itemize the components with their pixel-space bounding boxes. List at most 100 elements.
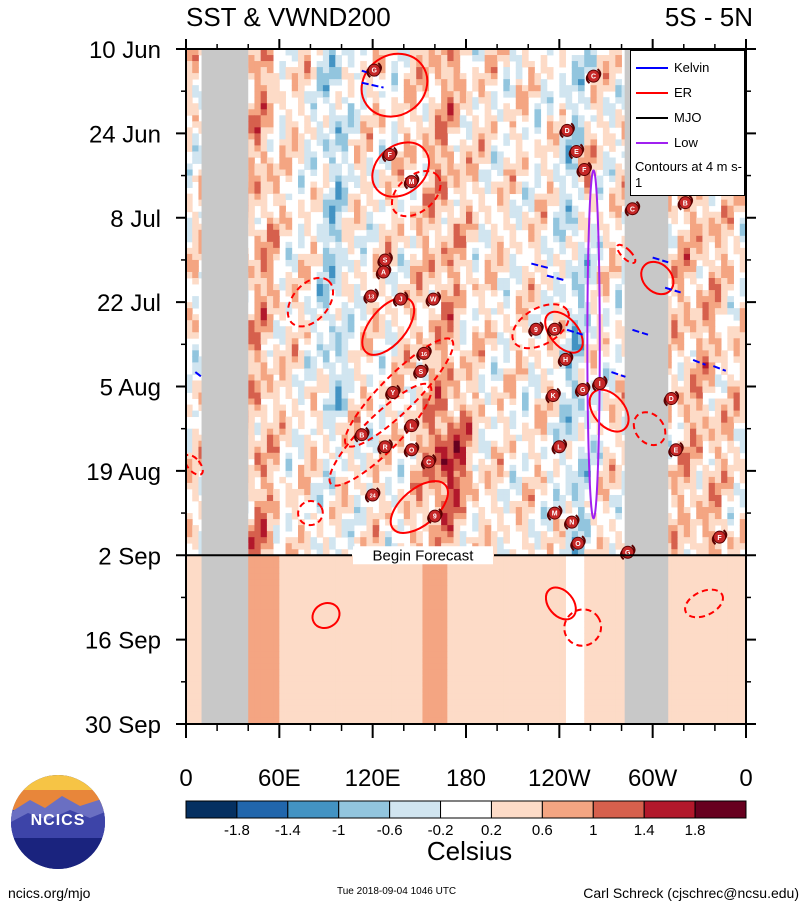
- heat-cell: [534, 109, 542, 116]
- heat-cell: [721, 259, 728, 267]
- heat-cell: [260, 133, 268, 140]
- heat-cell: [690, 368, 697, 375]
- heat-cell: [721, 458, 728, 466]
- heat-cell: [540, 67, 548, 74]
- heat-cell: [534, 362, 542, 369]
- heat-cell: [472, 392, 479, 399]
- heat-cell: [248, 446, 255, 454]
- heat-cell: [459, 235, 467, 243]
- heat-cell: [403, 338, 411, 345]
- heat-cell: [515, 73, 523, 80]
- heat-cell: [522, 422, 529, 430]
- heat-cell: [285, 217, 293, 225]
- heat-cell: [279, 61, 286, 68]
- heat-cell: [347, 247, 355, 255]
- heat-cell: [503, 103, 510, 110]
- heat-cell: [422, 127, 430, 134]
- heat-cell: [615, 211, 622, 219]
- heat-cell: [578, 404, 585, 412]
- heat-cell: [403, 501, 411, 508]
- heat-cell: [497, 338, 504, 345]
- heat-cell: [360, 235, 367, 243]
- heat-cell: [690, 205, 697, 213]
- heat-cell: [534, 139, 542, 146]
- heat-cell: [285, 434, 293, 442]
- heat-cell: [304, 284, 311, 291]
- heat-cell: [484, 217, 492, 225]
- heat-cell: [434, 464, 442, 472]
- heat-cell: [416, 398, 423, 405]
- heat-cell: [385, 320, 392, 327]
- heat-cell: [596, 61, 604, 68]
- heat-cell: [503, 416, 510, 424]
- heat-cell: [546, 127, 554, 134]
- heat-cell: [515, 513, 523, 520]
- heat-cell: [341, 374, 349, 381]
- heat-cell: [478, 464, 486, 472]
- heat-cell: [509, 235, 517, 243]
- heat-cell: [733, 247, 741, 255]
- heat-cell: [528, 193, 535, 201]
- heat-cell: [366, 211, 374, 219]
- heat-cell: [503, 199, 510, 207]
- heat-cell: [192, 278, 199, 285]
- heat-cell: [341, 115, 349, 122]
- heat-cell: [721, 452, 728, 460]
- heat-cell: [366, 374, 374, 381]
- heat-cell: [335, 91, 342, 98]
- heat-cell: [291, 513, 299, 520]
- heat-cell: [696, 482, 703, 490]
- heat-cell: [378, 422, 386, 430]
- heat-cell: [360, 507, 367, 514]
- heat-cell: [702, 428, 710, 436]
- heat-cell: [559, 211, 566, 219]
- heat-cell: [403, 157, 411, 164]
- heat-cell: [416, 392, 423, 399]
- heat-cell: [329, 428, 336, 436]
- heat-cell: [416, 507, 423, 514]
- heat-cell: [534, 205, 542, 213]
- heat-cell: [615, 416, 622, 424]
- heat-cell: [186, 265, 193, 273]
- heat-cell: [410, 284, 417, 291]
- heat-cell: [677, 241, 685, 249]
- heat-cell: [503, 175, 510, 182]
- heat-cell: [347, 49, 355, 56]
- heat-cell: [528, 73, 535, 80]
- heat-cell: [298, 157, 305, 164]
- heat-cell: [590, 235, 598, 243]
- heat-cell: [509, 344, 517, 351]
- heat-cell: [497, 259, 504, 267]
- heat-cell: [322, 458, 330, 466]
- heat-cell: [304, 302, 311, 309]
- heat-cell: [459, 513, 467, 520]
- heat-cell: [285, 139, 293, 146]
- heat-cell: [335, 133, 342, 140]
- heat-cell: [254, 121, 262, 128]
- heat-cell: [260, 205, 268, 213]
- heat-cell: [279, 326, 286, 333]
- heat-cell: [696, 302, 703, 309]
- heat-cell: [372, 103, 380, 110]
- heat-cell: [279, 380, 286, 387]
- heat-cell: [254, 332, 262, 339]
- heat-cell: [553, 217, 560, 225]
- heat-cell: [671, 241, 678, 249]
- heat-cell: [254, 344, 262, 351]
- heat-cell: [453, 73, 461, 80]
- heat-cell: [416, 115, 423, 122]
- heat-cell: [453, 187, 461, 195]
- heat-cell: [254, 308, 262, 315]
- heat-cell: [316, 133, 324, 140]
- heat-cell: [522, 157, 529, 164]
- heat-cell: [578, 265, 585, 273]
- heat-cell: [739, 386, 746, 393]
- heat-cell: [385, 302, 392, 309]
- heat-cell: [254, 452, 262, 460]
- heat-cell: [329, 217, 336, 225]
- heat-cell: [714, 488, 722, 496]
- heat-cell: [341, 326, 349, 333]
- heat-cell: [378, 482, 386, 490]
- heat-cell: [534, 151, 542, 158]
- heat-cell: [248, 386, 255, 393]
